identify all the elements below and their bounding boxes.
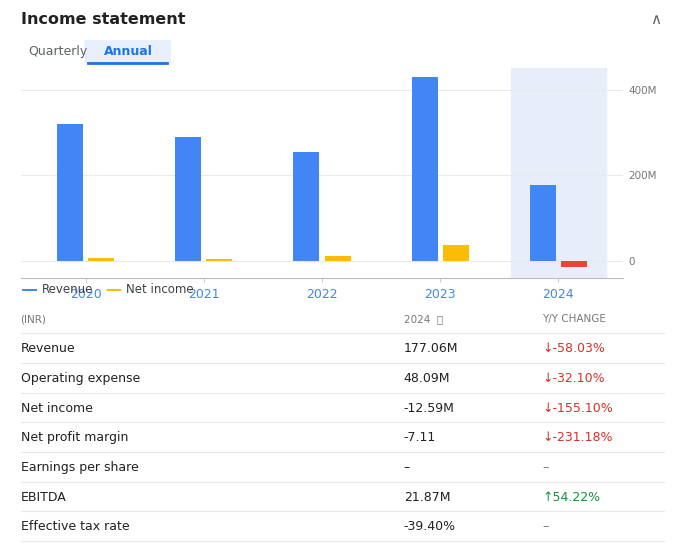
Bar: [206, 259, 232, 261]
Text: Revenue: Revenue: [21, 342, 75, 355]
Text: Earnings per share: Earnings per share: [21, 461, 138, 474]
Text: -12.59M: -12.59M: [403, 402, 455, 415]
Text: –: –: [542, 461, 549, 474]
Text: Net profit margin: Net profit margin: [21, 431, 128, 444]
Text: -39.40%: -39.40%: [403, 520, 456, 533]
Text: EBITDA: EBITDA: [21, 491, 66, 503]
Text: ↓-155.10%: ↓-155.10%: [542, 402, 613, 415]
Text: 177.06M: 177.06M: [403, 342, 458, 355]
Text: 48.09M: 48.09M: [403, 372, 450, 385]
Text: Quarterly: Quarterly: [28, 45, 87, 58]
Text: ↓-231.18%: ↓-231.18%: [542, 431, 612, 444]
Bar: [561, 261, 587, 266]
Text: ∧: ∧: [650, 12, 661, 27]
Text: -7.11: -7.11: [403, 431, 436, 444]
Bar: [175, 137, 201, 261]
Text: Operating expense: Operating expense: [21, 372, 140, 385]
Text: Net income: Net income: [126, 283, 194, 296]
Text: Income statement: Income statement: [21, 12, 185, 27]
Bar: [57, 124, 83, 261]
Text: Revenue: Revenue: [42, 283, 93, 296]
Text: Annual: Annual: [103, 45, 152, 58]
Text: Y/Y CHANGE: Y/Y CHANGE: [542, 314, 606, 324]
Text: –: –: [542, 520, 549, 533]
Bar: [293, 152, 319, 261]
Bar: [88, 258, 114, 261]
FancyBboxPatch shape: [84, 40, 171, 63]
Text: Net income: Net income: [21, 402, 92, 415]
Text: 2024  ⓘ: 2024 ⓘ: [403, 314, 443, 324]
Bar: [530, 185, 556, 261]
Text: ↑54.22%: ↑54.22%: [542, 491, 600, 503]
Bar: [511, 68, 606, 278]
Text: –: –: [403, 461, 410, 474]
Bar: [412, 77, 438, 261]
Text: (INR): (INR): [21, 314, 47, 324]
Bar: [325, 256, 351, 261]
Text: Effective tax rate: Effective tax rate: [21, 520, 129, 533]
Bar: [443, 245, 469, 261]
Text: ↓-58.03%: ↓-58.03%: [542, 342, 605, 355]
Text: 21.87M: 21.87M: [403, 491, 450, 503]
Text: ↓-32.10%: ↓-32.10%: [542, 372, 605, 385]
